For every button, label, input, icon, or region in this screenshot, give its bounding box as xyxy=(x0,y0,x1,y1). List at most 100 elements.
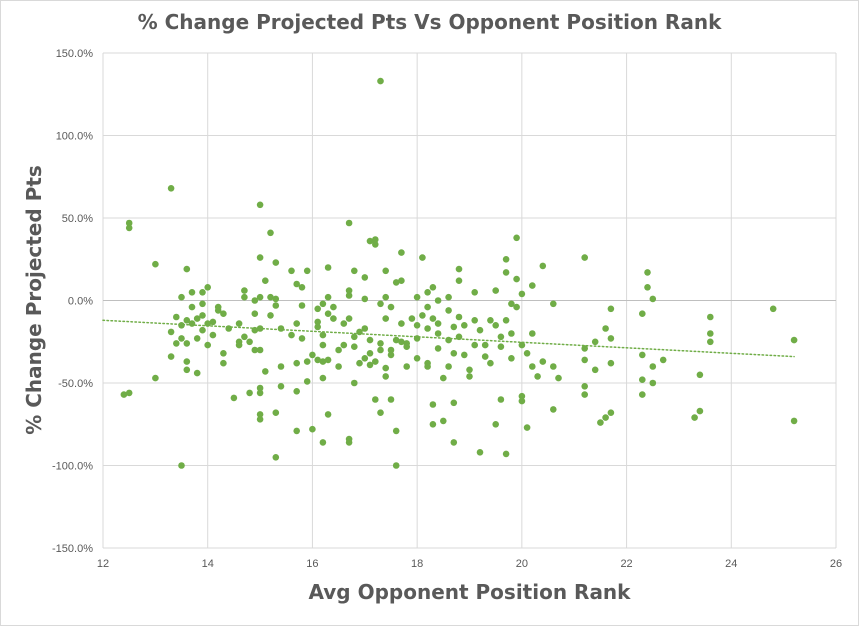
data-point xyxy=(209,318,217,326)
data-point xyxy=(314,356,322,364)
data-point xyxy=(209,331,217,339)
data-point xyxy=(424,325,431,332)
data-point xyxy=(502,269,510,276)
data-point xyxy=(455,313,463,321)
data-point xyxy=(518,290,526,298)
data-point xyxy=(392,427,400,435)
data-point xyxy=(429,284,437,291)
data-point xyxy=(204,284,211,291)
data-point xyxy=(288,267,295,275)
x-tick-label: 12 xyxy=(97,558,109,570)
data-point xyxy=(340,320,348,327)
data-point xyxy=(319,358,327,365)
data-point xyxy=(351,267,358,275)
data-point xyxy=(639,351,646,359)
data-point xyxy=(607,305,615,313)
data-point xyxy=(649,363,657,370)
data-point xyxy=(769,305,777,313)
data-point xyxy=(272,409,280,417)
data-point xyxy=(696,407,704,415)
data-point xyxy=(345,219,353,227)
data-point xyxy=(440,417,447,425)
data-point xyxy=(277,363,285,370)
data-point xyxy=(513,303,520,311)
data-point xyxy=(382,315,390,322)
data-point xyxy=(508,300,515,308)
data-point xyxy=(471,341,479,349)
data-point xyxy=(424,289,431,296)
data-point xyxy=(125,389,133,397)
data-point xyxy=(387,303,395,311)
data-point xyxy=(183,265,191,273)
x-tick-label: 22 xyxy=(620,558,632,570)
data-point xyxy=(403,363,411,370)
data-point xyxy=(550,363,557,370)
data-point xyxy=(272,302,280,309)
data-point xyxy=(293,359,301,367)
data-point xyxy=(309,351,316,359)
data-point xyxy=(377,300,384,308)
data-point xyxy=(413,293,421,301)
data-point xyxy=(523,424,531,431)
data-point xyxy=(330,315,337,322)
data-point xyxy=(372,236,379,243)
data-point xyxy=(167,185,175,192)
data-point xyxy=(387,346,395,354)
data-point xyxy=(382,364,390,372)
data-point xyxy=(392,336,400,344)
data-point xyxy=(707,338,714,346)
data-point xyxy=(361,325,369,332)
data-point xyxy=(492,322,500,329)
data-point xyxy=(225,325,232,332)
data-point xyxy=(251,346,259,354)
data-point xyxy=(256,411,264,418)
data-point xyxy=(707,330,714,337)
data-point xyxy=(267,229,274,237)
data-point xyxy=(434,320,442,327)
data-point xyxy=(345,315,353,322)
data-point xyxy=(298,284,306,291)
data-point xyxy=(602,414,609,421)
tick-labels: 12 14 16 18 20 22 24 26 -150.0% -100.0% -50.0% 0.0%… xyxy=(52,48,842,570)
data-point xyxy=(314,323,322,331)
data-point xyxy=(361,274,369,281)
data-point xyxy=(387,396,395,403)
data-point xyxy=(403,343,411,351)
data-point xyxy=(523,350,531,357)
data-point xyxy=(413,335,421,342)
data-point xyxy=(251,310,259,318)
data-point xyxy=(597,419,604,426)
data-point xyxy=(319,341,327,349)
data-point xyxy=(356,359,363,367)
data-point xyxy=(251,326,259,334)
data-point xyxy=(492,287,500,294)
data-point xyxy=(293,280,301,288)
data-point xyxy=(581,345,588,352)
data-point xyxy=(550,406,557,413)
data-point xyxy=(324,293,332,301)
data-point xyxy=(790,417,798,425)
data-point xyxy=(220,310,227,318)
data-point xyxy=(183,366,191,374)
data-point xyxy=(366,350,374,357)
data-point xyxy=(696,371,704,379)
data-point xyxy=(293,320,301,327)
data-point xyxy=(440,374,447,382)
x-tick-label: 16 xyxy=(306,558,318,570)
data-point xyxy=(502,317,510,324)
data-point xyxy=(267,293,274,301)
chart-title: % Change Projected Pts Vs Opponent Posit… xyxy=(137,10,722,34)
data-point xyxy=(256,416,264,423)
data-point xyxy=(377,77,384,85)
data-point xyxy=(319,439,327,446)
data-point xyxy=(382,373,390,380)
data-point xyxy=(214,307,222,314)
data-point xyxy=(455,277,463,285)
data-point xyxy=(466,373,473,380)
data-point xyxy=(309,425,316,433)
y-tick-label: -100.0% xyxy=(52,461,93,473)
data-point xyxy=(167,353,175,360)
data-point xyxy=(256,201,264,209)
data-point xyxy=(256,389,264,397)
data-point xyxy=(492,421,500,428)
